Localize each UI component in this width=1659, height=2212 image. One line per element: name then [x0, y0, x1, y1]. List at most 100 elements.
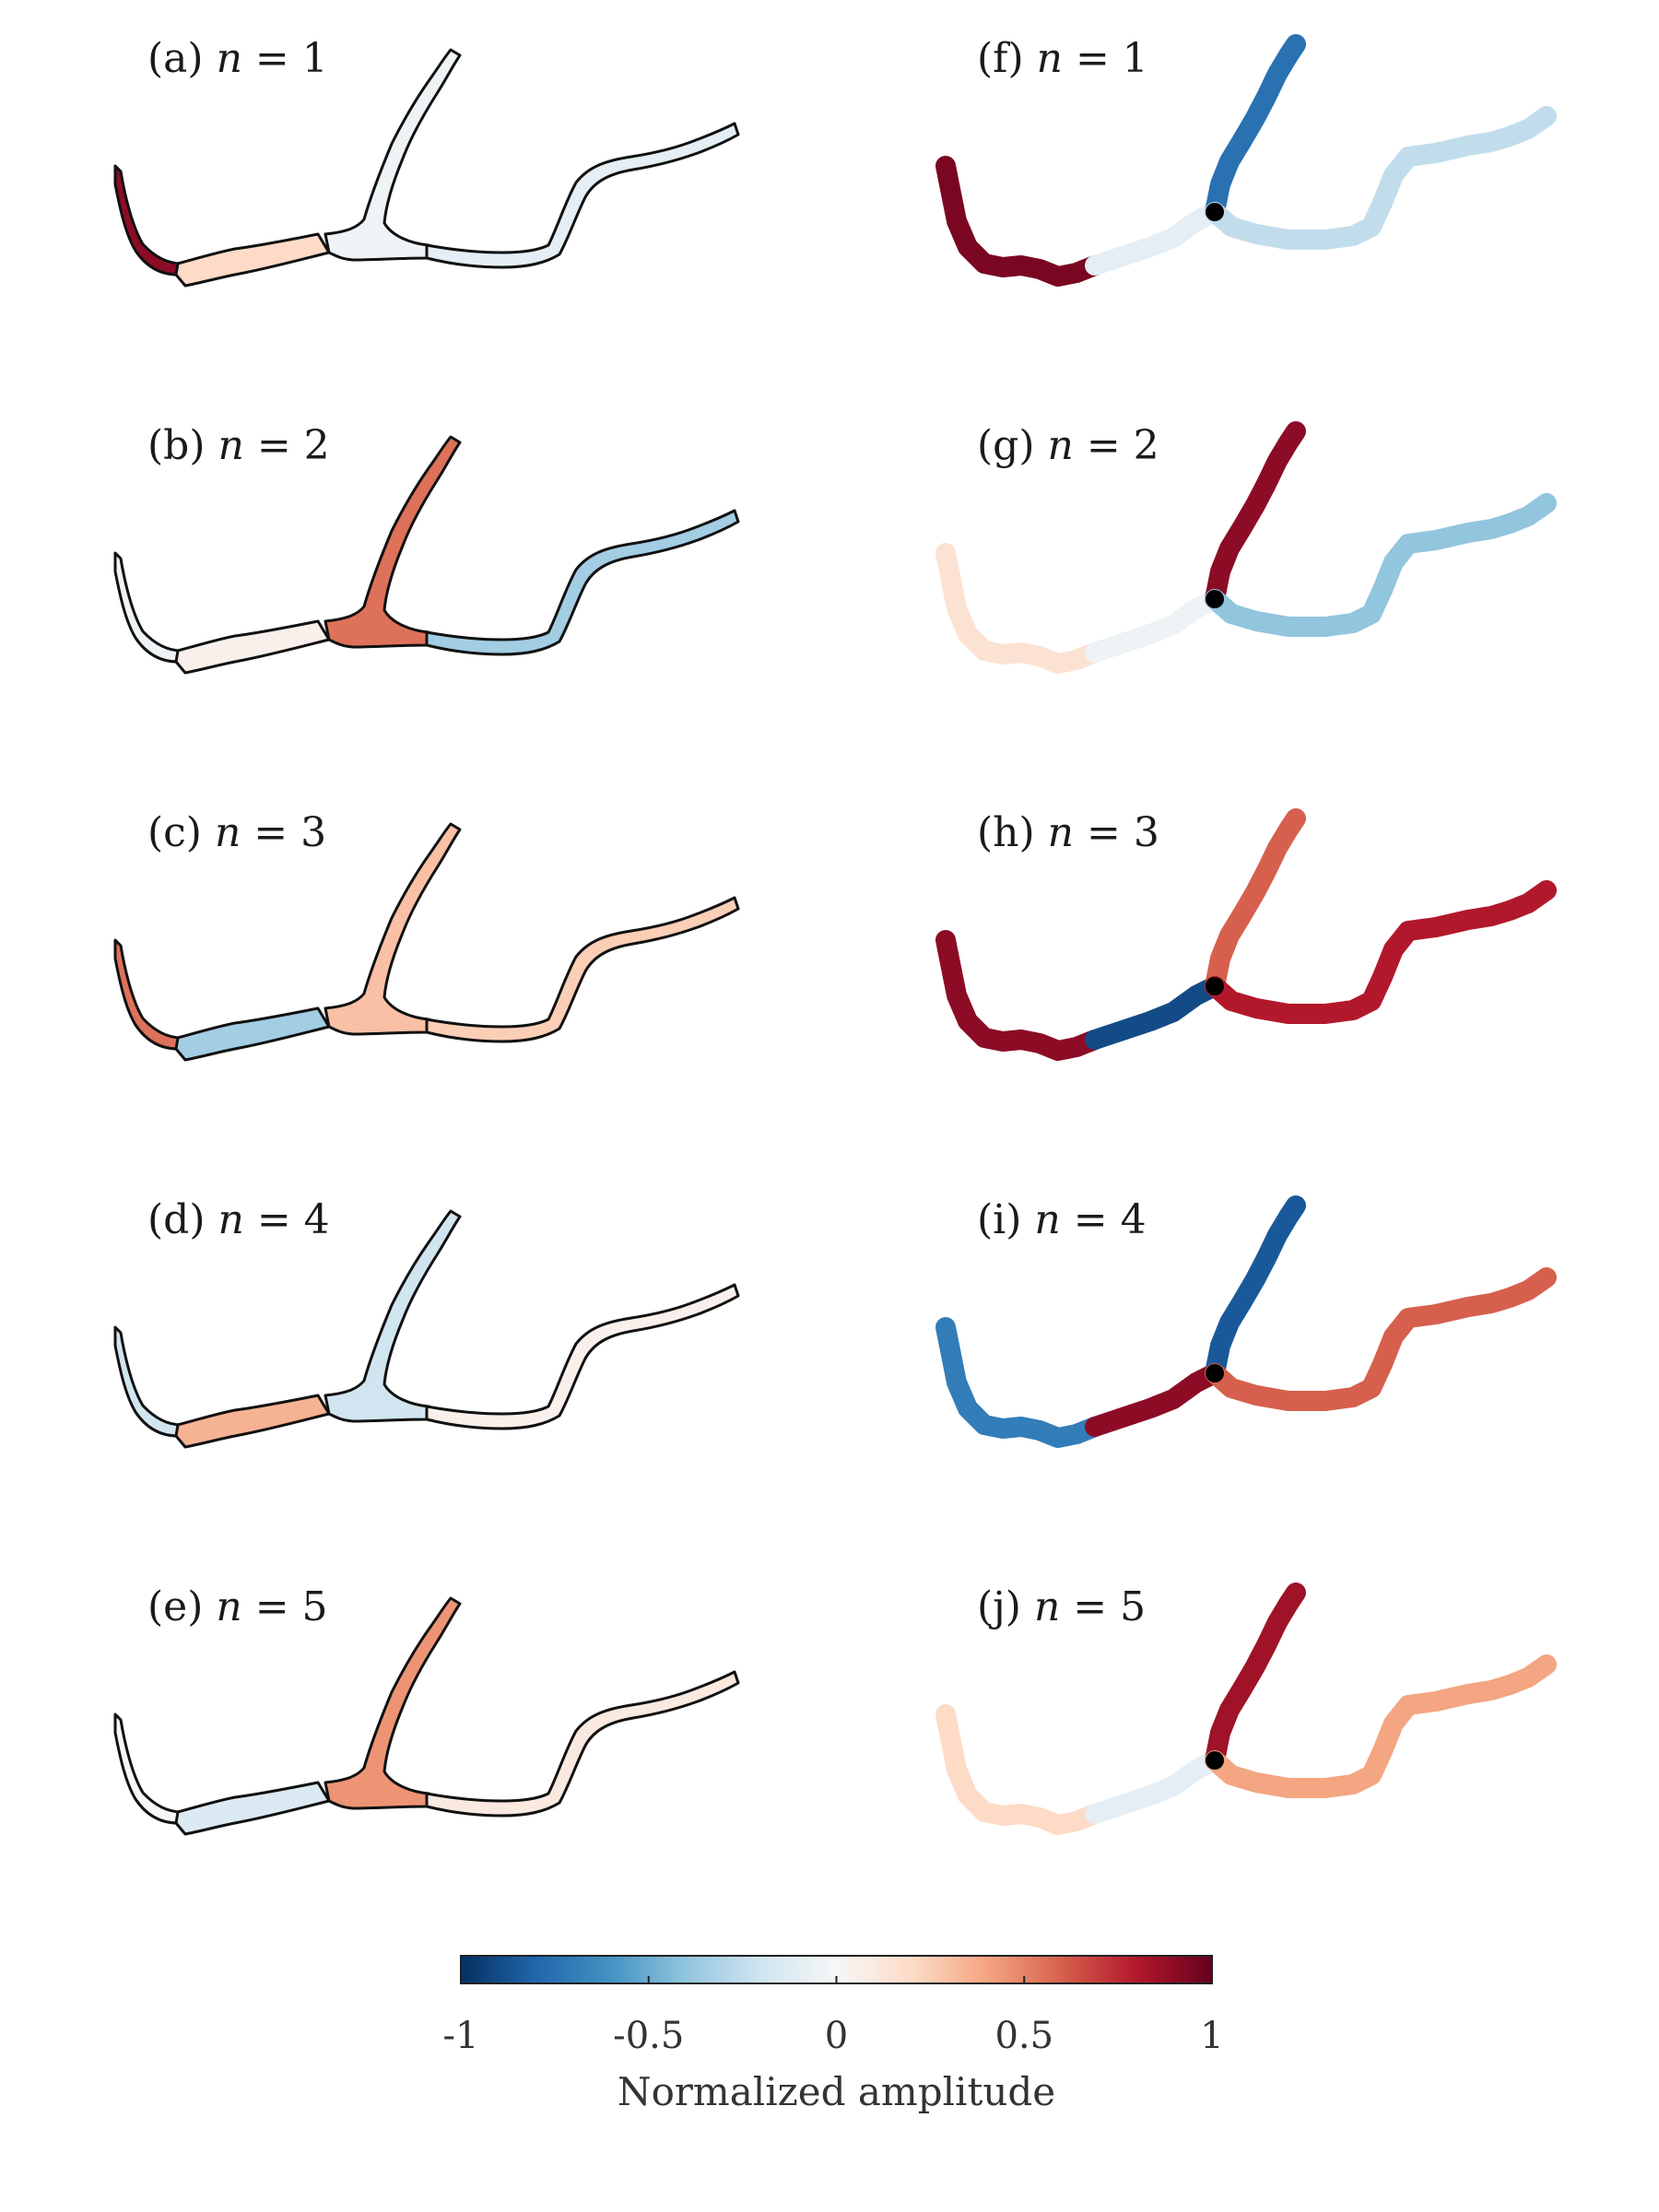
graph-panel-1: [935, 34, 1557, 287]
lake-panel-letter: (a): [147, 35, 217, 82]
graph-panel-4: [935, 1195, 1557, 1448]
lake-region-right-arm: [425, 1283, 740, 1430]
graph-edge-junction: [1085, 202, 1225, 276]
lake-region-upper-arm: [324, 435, 462, 649]
colorbar-tick-label: -0.5: [613, 2015, 684, 2057]
graph-edge-junction: [1085, 976, 1225, 1050]
graph-edge-west: [935, 156, 1105, 287]
colorbar-tick-label: 0.5: [994, 2015, 1053, 2057]
lake-panel-label-1: (a) n = 1: [147, 35, 328, 82]
lake-region-west: [113, 938, 183, 1051]
lake-panel-label-5: (e) n = 5: [147, 1583, 328, 1630]
graph-edge-junction: [1085, 1363, 1225, 1437]
graph-edge-north: [1205, 1583, 1306, 1771]
lake-panel-3: [113, 822, 740, 1062]
graph-panel-mode-number: 3: [1134, 809, 1159, 856]
lake-panel-label-3: (c) n = 3: [147, 809, 326, 856]
graph-panel-letter: (j): [977, 1583, 1034, 1630]
colorbar-tick-label: 1: [1200, 2015, 1223, 2057]
lake-panel-equals: =: [244, 422, 304, 469]
graph-edge-north: [1205, 421, 1306, 609]
lake-panel-1: [113, 48, 740, 288]
lake-panel-letter: (d): [147, 1196, 218, 1243]
lake-region-west: [113, 164, 183, 276]
lake-panel-letter: (e): [147, 1583, 216, 1630]
lake-panel-mode-number: 3: [300, 809, 326, 856]
graph-edge-east: [1205, 880, 1557, 1024]
lake-region-west: [113, 1325, 183, 1438]
graph-edge-junction: [1085, 1750, 1225, 1824]
graph-edge-junction: [1085, 589, 1225, 663]
lake-panel-equals: =: [244, 1196, 304, 1243]
graph-node: [1206, 1751, 1224, 1770]
lake-panel-mode-number: 2: [304, 422, 330, 469]
graph-edge-west: [935, 1317, 1105, 1448]
lake-panel-variable: n: [218, 1196, 243, 1243]
lake-panel-equals: =: [241, 809, 300, 856]
graph-panel-2: [935, 421, 1557, 674]
lake-panel-letter: (b): [147, 422, 218, 469]
lake-panel-equals: =: [242, 1583, 302, 1630]
lake-panel-label-2: (b) n = 2: [147, 422, 330, 469]
graph-edge-west: [935, 930, 1105, 1061]
graph-node: [1206, 590, 1224, 608]
lake-panel-variable: n: [218, 422, 243, 469]
lake-region-right-arm: [425, 122, 740, 269]
lake-region-channel: [174, 619, 331, 675]
graph-panel-variable: n: [1037, 35, 1063, 82]
lake-panel-mode-number: 4: [304, 1196, 330, 1243]
graph-panel-mode-number: 4: [1121, 1196, 1147, 1243]
graph-panel-equals: =: [1063, 35, 1123, 82]
graph-edge-north: [1205, 808, 1306, 996]
lake-panel-variable: n: [215, 809, 241, 856]
graph-panel-mode-number: 1: [1123, 35, 1148, 82]
graph-edge-north: [1205, 1195, 1306, 1383]
lake-region-channel: [174, 232, 331, 288]
graph-panel-3: [935, 808, 1557, 1061]
lake-region-upper-arm: [324, 822, 462, 1036]
graph-node: [1206, 1364, 1224, 1382]
colorbar: -1 -0.5 0 0.5 1 Normalized amplitude: [443, 1955, 1224, 2114]
graph-panel-letter: (f): [977, 35, 1037, 82]
graph-panel-variable: n: [1047, 422, 1073, 469]
lake-region-right-arm: [425, 1670, 740, 1818]
graph-panel-variable: n: [1048, 809, 1074, 856]
graph-panel-variable: n: [1034, 1196, 1060, 1243]
lake-region-right-arm: [425, 896, 740, 1043]
lake-region-upper-arm: [324, 1596, 462, 1810]
graph-panel-letter: (h): [977, 809, 1048, 856]
lake-panel-mode-number: 5: [302, 1583, 328, 1630]
lake-panel-variable: n: [216, 1583, 241, 1630]
lake-panel-mode-number: 1: [302, 35, 328, 82]
lake-region-west: [113, 551, 183, 664]
lake-panel-letter: (c): [147, 809, 215, 856]
lake-region-upper-arm: [324, 1209, 462, 1423]
lake-panel-label-4: (d) n = 4: [147, 1196, 330, 1243]
lake-region-west: [113, 1712, 183, 1825]
lake-panel-variable: n: [217, 35, 242, 82]
colorbar-tick-label: -1: [443, 2015, 479, 2057]
graph-panel-letter: (g): [977, 422, 1047, 469]
graph-panel-equals: =: [1060, 1583, 1120, 1630]
graph-edge-east: [1205, 1654, 1557, 1798]
lake-panel-4: [113, 1209, 740, 1449]
graph-panel-equals: =: [1061, 1196, 1121, 1243]
graph-panel-equals: =: [1074, 422, 1134, 469]
lake-panel-2: [113, 435, 740, 675]
colorbar-title: Normalized amplitude: [618, 2069, 1055, 2114]
lake-panel-5: [113, 1596, 740, 1836]
graph-edge-west: [935, 1704, 1105, 1835]
lake-region-channel: [174, 1781, 331, 1836]
colorbar-tick-label: 0: [825, 2015, 848, 2057]
graph-edge-north: [1205, 34, 1306, 222]
lake-region-channel: [174, 1006, 331, 1062]
graph-edge-west: [935, 543, 1105, 674]
lake-panel-equals: =: [242, 35, 302, 82]
lake-region-right-arm: [425, 509, 740, 656]
graph-panel-label-2: (g) n = 2: [977, 422, 1159, 469]
graph-edge-east: [1205, 493, 1557, 637]
graph-panel-label-1: (f) n = 1: [977, 35, 1148, 82]
graph-panel-label-5: (j) n = 5: [977, 1583, 1146, 1630]
graph-panel-variable: n: [1034, 1583, 1060, 1630]
